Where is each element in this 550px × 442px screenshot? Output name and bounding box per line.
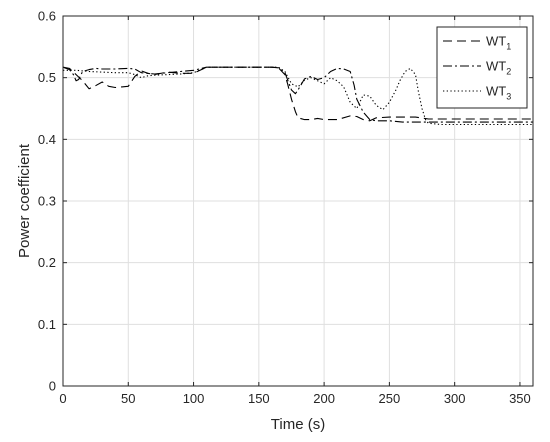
x-tick-label: 0: [59, 391, 66, 406]
y-tick-label: 0: [49, 379, 56, 394]
x-tick-label: 200: [313, 391, 335, 406]
series-layer: [62, 66, 533, 126]
legend-label: WT3: [486, 84, 511, 102]
x-tick-label: 350: [509, 391, 531, 406]
legend-label: WT1: [486, 34, 511, 52]
legend-label-subscript: 3: [506, 92, 511, 102]
x-tick-label: 300: [444, 391, 466, 406]
x-tick-label: 150: [248, 391, 270, 406]
x-axis-label: Time (s): [271, 416, 325, 433]
y-tick-label: 0.6: [38, 9, 56, 24]
series-line-wt3: [63, 66, 533, 126]
y-tick-label: 0.1: [38, 317, 56, 332]
y-tick-label: 0.5: [38, 70, 56, 85]
y-axis-label: Power coefficient: [16, 143, 33, 258]
ticks: 0 50 100 150 200 250 300 350 0 0.1 0.2 0.3 0.4 0.5 0.6: [38, 9, 533, 406]
x-tick-label: 250: [379, 391, 401, 406]
series-line-wt1: [62, 66, 533, 122]
legend: WT1 WT2 WT3: [436, 26, 528, 109]
y-tick-label: 0.2: [38, 255, 56, 270]
x-tick-label: 100: [183, 391, 205, 406]
legend-label: WT2: [486, 59, 511, 77]
series-line-wt2: [62, 66, 533, 123]
legend-label-subscript: 1: [506, 42, 511, 52]
y-tick-label: 0.4: [38, 132, 56, 147]
y-tick-label: 0.3: [38, 194, 56, 209]
x-tick-label: 50: [121, 391, 135, 406]
legend-box: [436, 26, 528, 109]
legend-label-subscript: 2: [506, 67, 511, 77]
